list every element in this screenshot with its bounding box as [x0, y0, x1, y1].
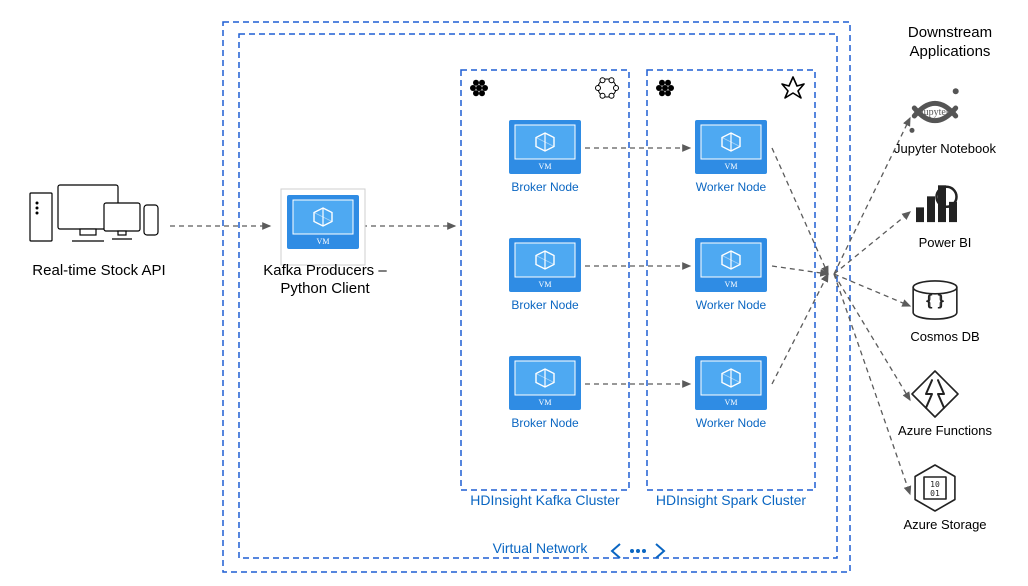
kafka-cluster-title-text: HDInsight Kafka Cluster: [470, 492, 619, 508]
worker-node-label-2: Worker Node: [675, 416, 787, 431]
api-label: Real-time Stock API: [14, 262, 184, 281]
broker-node-label-1: Broker Node: [489, 298, 601, 313]
svg-text:VM: VM: [317, 237, 330, 246]
svg-text:VM: VM: [539, 398, 552, 407]
svg-text:VM: VM: [539, 280, 552, 289]
svg-text:jupyter: jupyter: [920, 107, 950, 118]
producer-label-1: Kafka Producers –: [255, 262, 395, 281]
broker-node-label-2: Broker Node: [489, 416, 601, 431]
worker-node-label-1: Worker Node: [675, 298, 787, 313]
downstream-item-cosmos: Cosmos DB: [885, 329, 1005, 345]
worker-node-label-0: Worker Node: [675, 180, 787, 195]
spark-cluster-title-text: HDInsight Spark Cluster: [656, 492, 806, 508]
downstream-title: Downstream Applications: [880, 24, 1020, 62]
virtual-network-label: Virtual Network: [460, 540, 620, 558]
downstream-item-storage: Azure Storage: [885, 517, 1005, 533]
svg-text:VM: VM: [725, 162, 738, 171]
broker-node-label-0: Broker Node: [489, 180, 601, 195]
svg-text:VM: VM: [725, 398, 738, 407]
downstream-item-powerbi: Power BI: [885, 235, 1005, 251]
downstream-item-jupyter: Jupyter Notebook: [885, 141, 1005, 157]
producer-label-2: Python Client: [255, 280, 395, 299]
svg-text:01: 01: [930, 489, 940, 498]
kafka-cluster-title: HDInsight Kafka Cluster: [461, 492, 629, 510]
spark-cluster-title: HDInsight Spark Cluster: [647, 492, 815, 510]
svg-text:10: 10: [930, 480, 940, 489]
downstream-item-functions: Azure Functions: [885, 423, 1005, 439]
svg-text:{ }: { }: [925, 293, 944, 310]
svg-text:VM: VM: [725, 280, 738, 289]
svg-text:VM: VM: [539, 162, 552, 171]
